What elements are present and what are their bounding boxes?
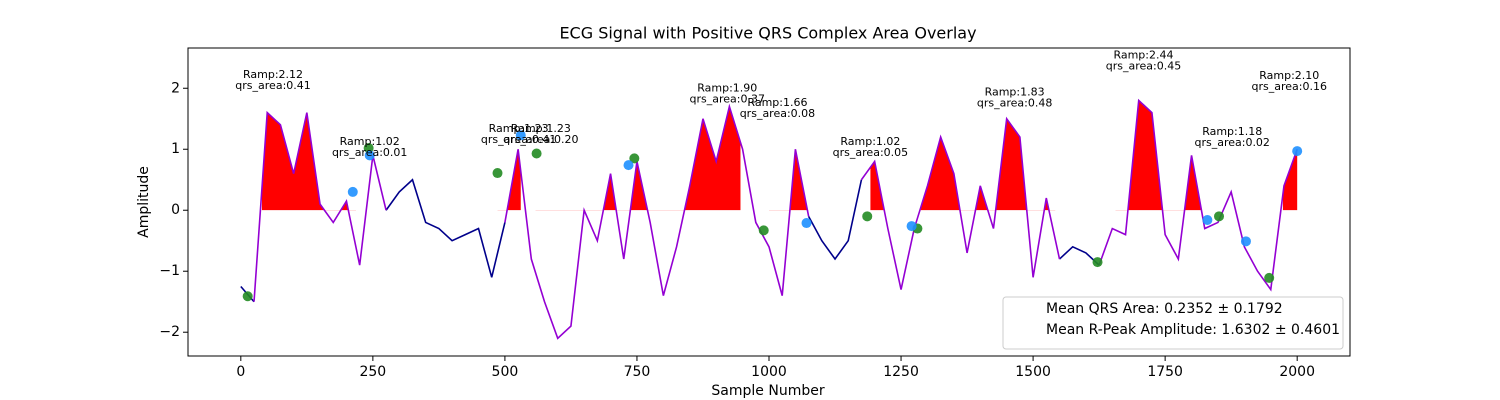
annotation: qrs_area:0.37 (690, 92, 765, 105)
annotation: Ramp:1.83 (985, 86, 1045, 99)
y-tick-label: 2 (171, 80, 180, 96)
legend-box (1002, 296, 1344, 350)
y-tick-label: 1 (171, 141, 180, 157)
point-marker (1292, 146, 1303, 157)
annotation: qrs_area:0.02 (1194, 136, 1269, 149)
legend-entry: Mean R-Peak Amplitude: 1.6302 ± 0.4601 (1046, 322, 1340, 338)
x-tick-label: 500 (492, 364, 519, 380)
annotation: Ramp:2.12 (243, 68, 303, 81)
y-tick-label: −1 (159, 263, 180, 279)
point-marker (531, 148, 542, 159)
annotation: Ramp:1.18 (1202, 125, 1262, 138)
annotation: qrs_area:0.41 (235, 79, 310, 92)
x-tick-label: 2000 (1279, 364, 1315, 380)
x-axis-label: Sample Number (711, 383, 824, 399)
chart-title: ECG Signal with Positive QRS Complex Are… (559, 24, 976, 43)
qrs-area (920, 118, 1056, 211)
annotation: qrs_area:0.20 (503, 133, 578, 146)
annotation: qrs_area:0.16 (1252, 80, 1327, 93)
annotation: Ramp:1.02 (840, 135, 900, 148)
point-marker (623, 160, 634, 171)
point-marker (906, 221, 917, 232)
signal-line (253, 98, 1298, 340)
x-tick-label: 1750 (1147, 364, 1183, 380)
point-marker (629, 153, 640, 164)
annotation: qrs_area:0.41 (481, 133, 556, 146)
qrs-area (1282, 149, 1298, 211)
annotation: qrs_area:0.45 (1106, 59, 1181, 72)
qrs-area (535, 106, 741, 211)
annotation: Ramp:1.02 (340, 135, 400, 148)
legend-entry: Mean QRS Area: 0.2352 ± 0.1792 (1046, 301, 1283, 317)
point-marker (1092, 257, 1103, 268)
point-marker (862, 211, 873, 222)
plot-frame (187, 47, 1351, 357)
point-marker (801, 218, 812, 229)
x-tick-label: 1000 (751, 364, 787, 380)
point-marker (363, 143, 374, 154)
y-axis-label: Amplitude (136, 166, 152, 238)
x-tick-label: 0 (236, 364, 245, 380)
point-marker (515, 130, 526, 141)
annotation: Ramp:1.23 (511, 122, 571, 135)
y-tick-label: 0 (171, 202, 180, 218)
annotation: Ramp:1.23 (489, 122, 549, 135)
y-tick-label: −2 (159, 324, 180, 340)
annotation: Ramp:1.66 (747, 96, 807, 109)
annotation: Ramp:1.90 (697, 81, 757, 94)
point-marker (1240, 236, 1251, 247)
annotation: qrs_area:0.08 (740, 107, 815, 120)
qrs-area (261, 112, 356, 211)
qrs-area (769, 149, 809, 211)
x-tick-label: 1500 (1015, 364, 1051, 380)
point-marker (364, 150, 375, 161)
annotation: qrs_area:0.01 (332, 146, 407, 159)
point-marker (347, 186, 358, 197)
point-marker (1214, 211, 1225, 222)
annotation: Ramp:2.44 (1113, 48, 1173, 61)
point-marker (1264, 272, 1275, 283)
point-marker (242, 291, 253, 302)
plot-area (240, 98, 1303, 340)
x-tick-label: 250 (359, 364, 386, 380)
x-tick-label: 1250 (883, 364, 919, 380)
qrs-area (497, 149, 521, 211)
x-tick-label: 750 (624, 364, 651, 380)
point-marker (492, 168, 503, 179)
annotation: qrs_area:0.05 (833, 146, 908, 159)
annotation: qrs_area:0.48 (977, 97, 1052, 110)
annotation: Ramp:2.10 (1259, 69, 1319, 82)
point-marker (1202, 214, 1213, 225)
point-marker (758, 225, 769, 236)
